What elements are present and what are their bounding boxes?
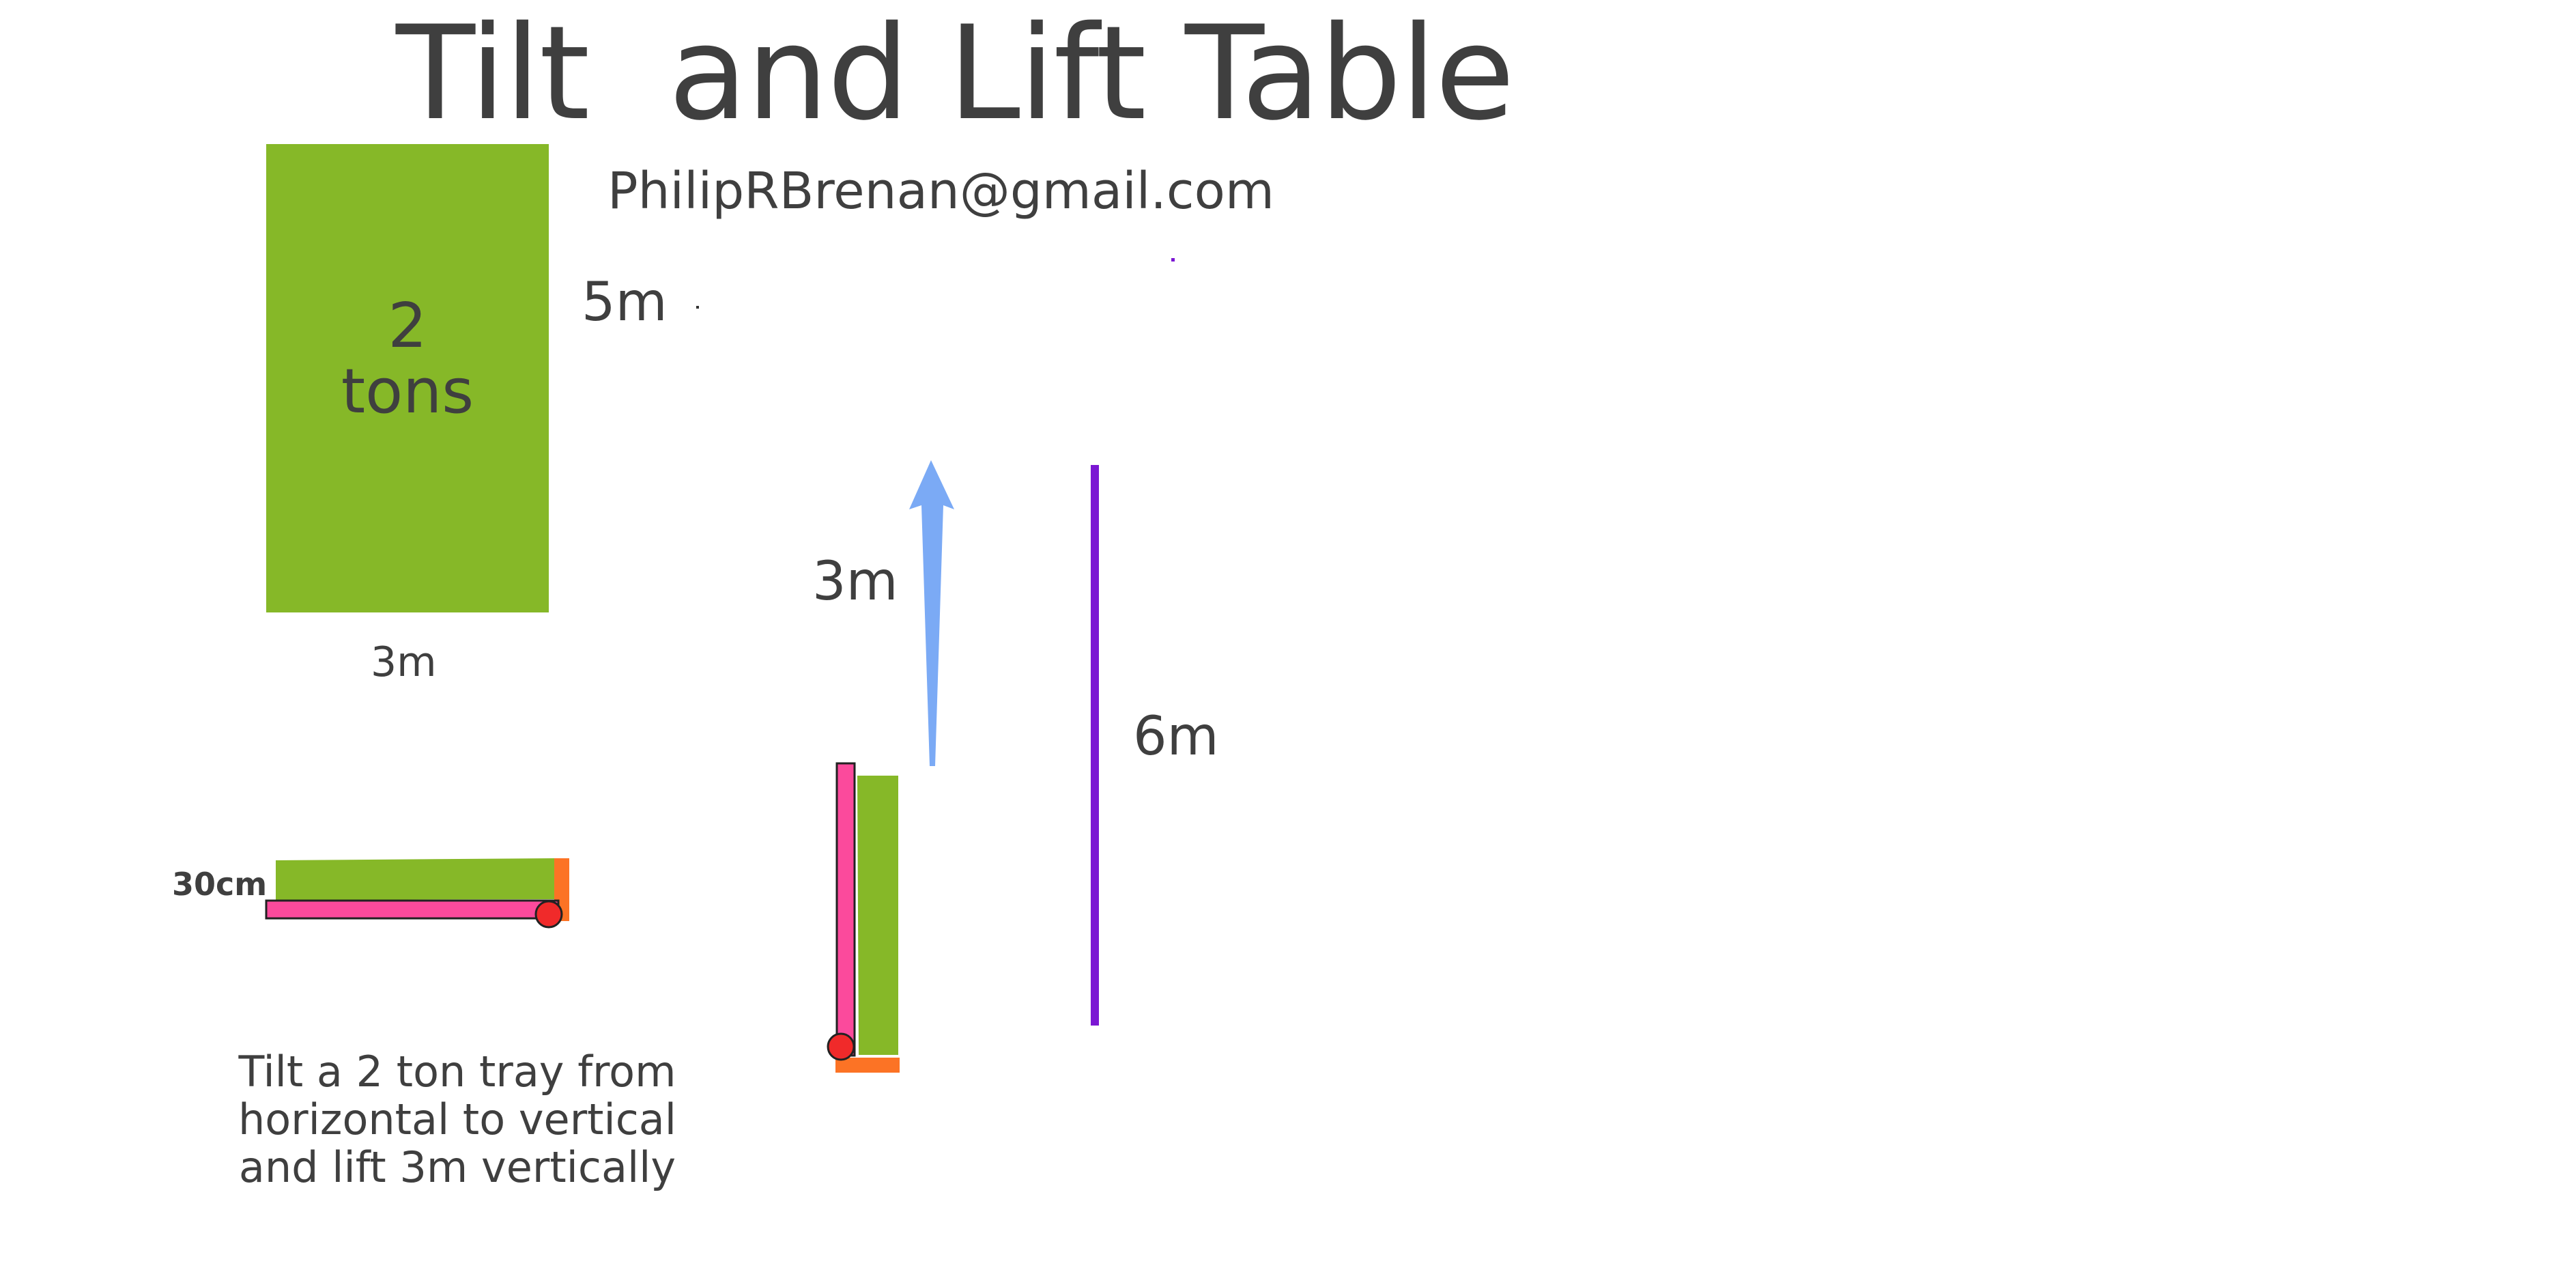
vertical-bracket bbox=[835, 1058, 900, 1073]
tray-block bbox=[266, 144, 549, 612]
tray-weight-unit: tons bbox=[341, 356, 474, 427]
tray-weight-number: 2 bbox=[388, 290, 427, 362]
tray-weight-label: 2 tons bbox=[266, 294, 549, 425]
speck-purple bbox=[1171, 258, 1175, 262]
height-bar bbox=[1091, 465, 1099, 1026]
speck-dot bbox=[696, 306, 699, 309]
horizontal-tray bbox=[276, 858, 554, 900]
total-height-label: 6m bbox=[1133, 706, 1219, 767]
lift-distance-label: 3m bbox=[812, 551, 898, 612]
horizontal-arm bbox=[265, 899, 560, 920]
tray-width-label: 3m bbox=[371, 638, 437, 686]
lift-arrow bbox=[909, 460, 954, 766]
tray-height-label: 5m bbox=[582, 272, 668, 333]
vertical-pivot bbox=[827, 1032, 855, 1061]
tray-thickness-label: 30cm bbox=[172, 866, 268, 903]
page-title: Tilt and Lift Table bbox=[396, 0, 1515, 149]
diagram-caption: Tilt a 2 ton tray from horizontal to ver… bbox=[238, 1047, 677, 1192]
vertical-arm bbox=[835, 762, 856, 1057]
horizontal-pivot bbox=[534, 900, 563, 929]
vertical-tray bbox=[857, 776, 898, 1055]
contact-email: PhilipRBrenan@gmail.com bbox=[607, 162, 1274, 221]
